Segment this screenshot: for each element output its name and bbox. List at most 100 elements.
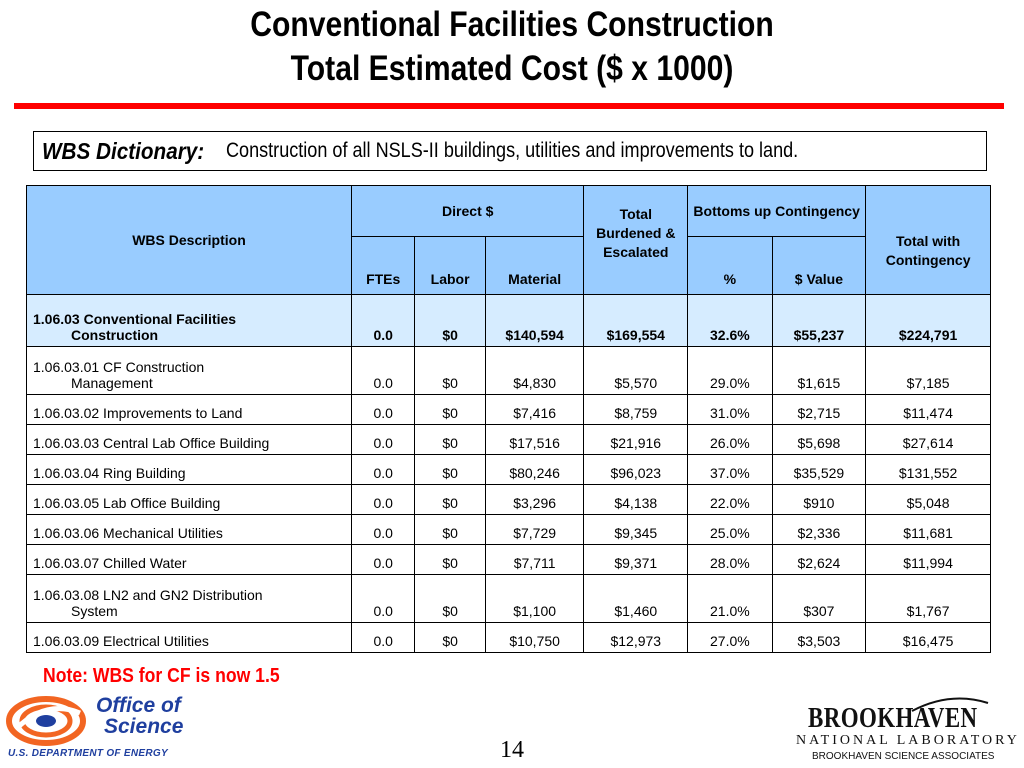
cell-ftes: 0.0 xyxy=(350,514,416,545)
cell-pct: 29.0% xyxy=(687,346,773,395)
brookhaven-science-associates: BROOKHAVEN SCIENCE ASSOCIATES xyxy=(812,751,995,762)
cell-material: $140,594 xyxy=(484,294,585,347)
cell-burdened: $12,973 xyxy=(583,622,689,653)
cell-ftes: 0.0 xyxy=(350,574,416,623)
cell-ftes: 0.0 xyxy=(350,484,416,515)
wbs-dictionary-text: Construction of all NSLS-II buildings, u… xyxy=(226,139,799,162)
cell-labor: $0 xyxy=(414,574,486,623)
cell-burdened: $9,371 xyxy=(583,544,689,575)
cell-total: $131,552 xyxy=(865,454,991,485)
cell-material: $17,516 xyxy=(484,424,585,455)
cell-labor: $0 xyxy=(414,346,486,395)
table-row: 1.06.03.04 Ring Building 0.0 $0 $80,246 $96,… xyxy=(26,454,991,485)
cell-ftes: 0.0 xyxy=(350,346,416,395)
table-row-total: 1.06.03 Conventional Facilities Construct… xyxy=(26,294,991,347)
cell-ftes: 0.0 xyxy=(350,544,416,575)
national-laboratory-text: NATIONAL LABORATORY xyxy=(796,733,1020,748)
cell-pct: 22.0% xyxy=(687,484,773,515)
slide-title: Conventional Facilities Construction Tot… xyxy=(72,3,953,91)
table-row: 1.06.03.05 Lab Office Building 0.0 $0 $3,29… xyxy=(26,484,991,515)
cell-material: $3,296 xyxy=(484,484,585,515)
cell-value: $55,237 xyxy=(771,294,867,347)
cell-value: $2,715 xyxy=(771,394,867,425)
cell-burdened: $1,460 xyxy=(583,574,689,623)
header-direct: Direct $ xyxy=(350,185,585,237)
office-of-science-logo: Office of Science U.S. DEPARTMENT OF ENE… xyxy=(6,695,236,761)
header-labor: Labor xyxy=(414,236,486,295)
cell-total: $7,185 xyxy=(865,346,991,395)
cell-labor: $0 xyxy=(414,622,486,653)
cell-material: $7,729 xyxy=(484,514,585,545)
table-row: 1.06.03.01 CF Construction Management 0.0 $… xyxy=(26,346,991,395)
office-of-science-line1: Office of xyxy=(96,694,181,717)
cell-value: $5,698 xyxy=(771,424,867,455)
cell-pct: 27.0% xyxy=(687,622,773,653)
header-ftes: FTEs xyxy=(350,236,416,295)
title-line-2: Total Estimated Cost ($ x 1000) xyxy=(290,49,734,88)
cost-table: WBS Description Direct $ Total Burdened … xyxy=(26,185,991,653)
cell-pct: 21.0% xyxy=(687,574,773,623)
cell-desc: 1.06.03.06 Mechanical Utilities xyxy=(26,514,352,545)
cell-burdened: $9,345 xyxy=(583,514,689,545)
cell-value: $1,615 xyxy=(771,346,867,395)
cell-pct: 26.0% xyxy=(687,424,773,455)
cell-desc: 1.06.03.01 CF Construction Management xyxy=(26,346,352,395)
cell-total: $11,994 xyxy=(865,544,991,575)
header-wbs-description: WBS Description xyxy=(26,185,352,295)
cell-material: $4,830 xyxy=(484,346,585,395)
header-total-with-contingency: Total with Contingency xyxy=(865,185,991,295)
cell-pct: 31.0% xyxy=(687,394,773,425)
cell-desc: 1.06.03.04 Ring Building xyxy=(26,454,352,485)
cell-desc: 1.06.03 Conventional Facilities Construct… xyxy=(26,294,352,347)
cell-pct: 32.6% xyxy=(687,294,773,347)
title-divider xyxy=(14,103,1004,109)
cell-labor: $0 xyxy=(414,394,486,425)
header-pct: % xyxy=(687,236,773,295)
table-row: 1.06.03.08 LN2 and GN2 Distribution Syste… xyxy=(26,574,991,623)
doe-swirl-icon xyxy=(6,696,86,746)
wbs-dictionary-box: WBS Dictionary: Construction of all NSLS… xyxy=(33,131,987,171)
cell-desc: 1.06.03.02 Improvements to Land xyxy=(26,394,352,425)
cell-total: $1,767 xyxy=(865,574,991,623)
table-row: 1.06.03.06 Mechanical Utilities 0.0 $0 $7,7… xyxy=(26,514,991,545)
cell-desc: 1.06.03.05 Lab Office Building xyxy=(26,484,352,515)
cell-material: $10,750 xyxy=(484,622,585,653)
cf-note: Note: WBS for CF is now 1.5 xyxy=(43,665,280,687)
bnl-swoosh-icon xyxy=(911,697,989,712)
cell-total: $5,048 xyxy=(865,484,991,515)
cell-desc: 1.06.03.08 LN2 and GN2 Distribution Syste… xyxy=(26,574,352,623)
header-value: $ Value xyxy=(771,236,867,295)
cell-burdened: $8,759 xyxy=(583,394,689,425)
cell-labor: $0 xyxy=(414,424,486,455)
header-bottoms-up-contingency: Bottoms up Contingency xyxy=(687,185,867,237)
cell-ftes: 0.0 xyxy=(350,294,416,347)
cell-burdened: $4,138 xyxy=(583,484,689,515)
table-row: 1.06.03.02 Improvements to Land 0.0 $0 $7,4… xyxy=(26,394,991,425)
cell-labor: $0 xyxy=(414,454,486,485)
cell-value: $2,336 xyxy=(771,514,867,545)
table-row: 1.06.03.09 Electrical Utilities 0.0 $0 $10,… xyxy=(26,622,991,653)
cell-ftes: 0.0 xyxy=(350,394,416,425)
cell-labor: $0 xyxy=(414,544,486,575)
cell-total: $27,614 xyxy=(865,424,991,455)
cell-pct: 25.0% xyxy=(687,514,773,545)
cell-ftes: 0.0 xyxy=(350,622,416,653)
cell-desc: 1.06.03.03 Central Lab Office Building xyxy=(26,424,352,455)
cell-value: $35,529 xyxy=(771,454,867,485)
header-material: Material xyxy=(484,236,585,295)
office-of-science-line2: Science xyxy=(104,715,184,738)
cell-burdened: $21,916 xyxy=(583,424,689,455)
brookhaven-name: BROOKHAVEN xyxy=(808,703,978,734)
header-total-with-contingency-text: Total with Contingency xyxy=(885,233,971,268)
office-of-science-text: Office of Science xyxy=(96,695,183,737)
table-row: 1.06.03.07 Chilled Water 0.0 $0 $7,711 $9,37… xyxy=(26,544,991,575)
cell-burdened: $5,570 xyxy=(583,346,689,395)
cell-material: $1,100 xyxy=(484,574,585,623)
cell-value: $910 xyxy=(771,484,867,515)
cell-value: $3,503 xyxy=(771,622,867,653)
cell-labor: $0 xyxy=(414,294,486,347)
header-total-burdened-text: Total Burdened & Escalated xyxy=(596,205,676,260)
cell-desc: 1.06.03.07 Chilled Water xyxy=(26,544,352,575)
header-total-burdened: Total Burdened & Escalated xyxy=(583,185,689,295)
cell-labor: $0 xyxy=(414,484,486,515)
